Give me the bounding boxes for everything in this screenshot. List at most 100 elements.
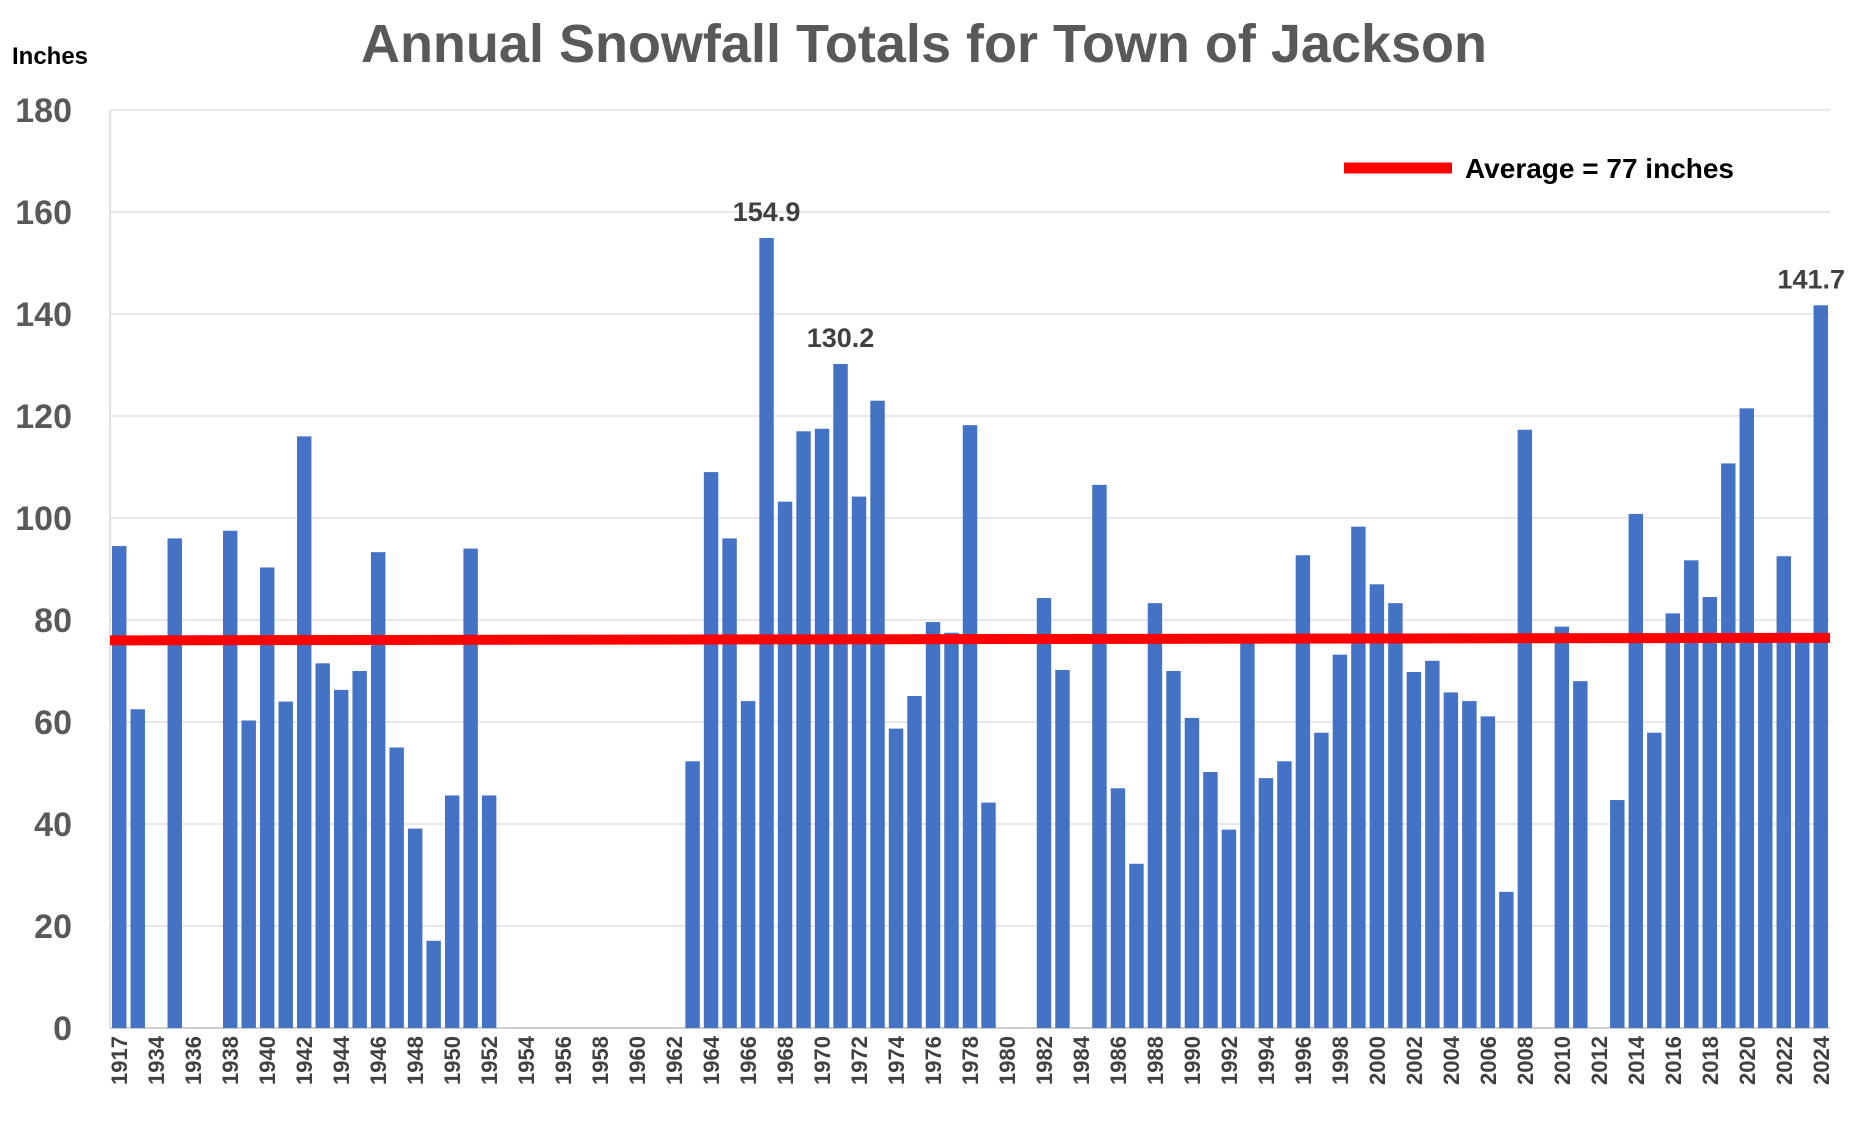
- x-tick-label: 1966: [736, 1036, 761, 1085]
- y-tick-label: 160: [15, 194, 72, 232]
- x-tick-label: 2016: [1661, 1036, 1686, 1085]
- x-tick-label: 2024: [1809, 1035, 1834, 1085]
- x-tick-label: 1964: [699, 1035, 724, 1085]
- x-tick-label: 1996: [1291, 1036, 1316, 1085]
- bar-1948: [407, 828, 423, 1028]
- x-tick-label: 1917: [107, 1036, 132, 1085]
- bar-1938: [223, 530, 238, 1028]
- x-tick-label: 1958: [588, 1036, 613, 1085]
- bar-2003: [1425, 660, 1440, 1028]
- bar-1987: [1129, 863, 1144, 1028]
- x-tick-label: 1980: [995, 1036, 1020, 1085]
- bar-1988: [1147, 603, 1163, 1028]
- bar-1986: [1110, 788, 1126, 1028]
- bar-2014: [1628, 513, 1644, 1028]
- x-axis-ticks: 1917 1934 1936 1938 1940 1942 1944 1946 1948 1950…: [107, 1035, 1834, 1085]
- x-tick-label: 2020: [1735, 1036, 1760, 1085]
- legend-label-average: Average = 77 inches: [1465, 153, 1734, 184]
- y-axis-ticks: 0 20 40 60 80 100 120 140 160 180: [15, 92, 72, 1048]
- bar-1947: [389, 747, 404, 1028]
- x-tick-label: 1990: [1180, 1036, 1205, 1085]
- data-label-2024: 141.7: [1777, 264, 1845, 294]
- x-tick-label: 1944: [329, 1035, 354, 1085]
- x-tick-label: 1950: [440, 1036, 465, 1085]
- bar-1968: [777, 501, 793, 1028]
- bar-1978: [962, 425, 978, 1028]
- bar-1982: [1036, 598, 1052, 1028]
- bar-2005: [1462, 701, 1477, 1028]
- average-line: [109, 632, 1831, 646]
- bar-1917: [112, 546, 127, 1028]
- x-tick-label: 1978: [958, 1036, 983, 1085]
- chart-title: Annual Snowfall Totals for Town of Jacks…: [361, 14, 1487, 74]
- x-tick-label: 2012: [1587, 1036, 1612, 1085]
- bar-2022: [1776, 556, 1791, 1028]
- bar-1996: [1295, 555, 1311, 1028]
- x-tick-label: 2008: [1513, 1036, 1538, 1085]
- x-tick-label: 1976: [921, 1036, 946, 1085]
- x-tick-label: 1998: [1328, 1036, 1353, 1085]
- bar-2006: [1480, 716, 1496, 1028]
- x-tick-label: 1982: [1032, 1036, 1057, 1085]
- x-tick-label: 1972: [847, 1036, 872, 1085]
- data-label-1967: 154.9: [733, 197, 801, 227]
- bar-1972: [851, 496, 867, 1029]
- bar-1940: [259, 567, 275, 1028]
- bar-1995: [1277, 761, 1292, 1028]
- x-tick-label: 1994: [1254, 1035, 1279, 1085]
- x-tick-label: 2014: [1624, 1035, 1649, 1085]
- bar-2002: [1406, 672, 1422, 1028]
- x-tick-label: 2018: [1698, 1036, 1723, 1085]
- bar-1950: [444, 795, 460, 1028]
- x-tick-label: 1960: [625, 1036, 650, 1085]
- annotations: 154.9 130.2 141.7: [733, 197, 1845, 353]
- bar-1998: [1332, 654, 1348, 1028]
- bar-1991: [1203, 771, 1218, 1028]
- x-tick-label: 2006: [1476, 1036, 1501, 1085]
- bar-2021: [1758, 638, 1773, 1028]
- bar-1933: [130, 709, 145, 1028]
- bar-1974: [888, 728, 904, 1028]
- y-tick-label: 80: [34, 602, 72, 640]
- average-line-group: [109, 632, 1831, 646]
- x-tick-label: 1986: [1106, 1036, 1131, 1085]
- x-tick-label: 1968: [773, 1036, 798, 1085]
- bar-1964: [703, 472, 719, 1029]
- bar-1942: [296, 436, 312, 1028]
- bar-1973: [870, 400, 885, 1028]
- bar-1970: [814, 428, 830, 1028]
- x-tick-label: 1952: [477, 1036, 502, 1085]
- bar-1975: [907, 695, 922, 1028]
- bar-1971: [833, 363, 848, 1029]
- bar-1952: [481, 795, 497, 1028]
- bar-1949: [426, 940, 441, 1028]
- bar-1994: [1258, 778, 1274, 1028]
- bar-2007: [1499, 891, 1514, 1028]
- y-tick-label: 120: [15, 398, 72, 436]
- bar-1983: [1055, 669, 1070, 1028]
- y-tick-label: 180: [15, 92, 72, 130]
- x-tick-label: 1988: [1143, 1036, 1168, 1085]
- bar-2020: [1739, 408, 1754, 1029]
- bars: [112, 238, 1828, 1029]
- bar-1993: [1240, 639, 1255, 1028]
- x-tick-label: 1974: [884, 1035, 909, 1085]
- x-tick-label: 2004: [1439, 1035, 1464, 1085]
- bar-2000: [1369, 584, 1385, 1028]
- bar-1945: [352, 671, 367, 1028]
- y-axis-label: Inches: [12, 43, 88, 70]
- x-tick-label: 1956: [551, 1036, 576, 1085]
- bar-2019: [1721, 463, 1736, 1028]
- bar-2011: [1573, 681, 1588, 1028]
- data-label-1971: 130.2: [807, 323, 875, 353]
- bar-1977: [944, 632, 959, 1028]
- bar-2016: [1665, 613, 1681, 1028]
- bar-1939: [241, 720, 256, 1028]
- bar-2010: [1554, 626, 1570, 1028]
- bar-1967: [759, 238, 774, 1028]
- bar-1963: [685, 761, 700, 1028]
- y-tick-label: 20: [34, 908, 72, 946]
- bar-1976: [925, 622, 941, 1028]
- bar-2017: [1684, 560, 1699, 1028]
